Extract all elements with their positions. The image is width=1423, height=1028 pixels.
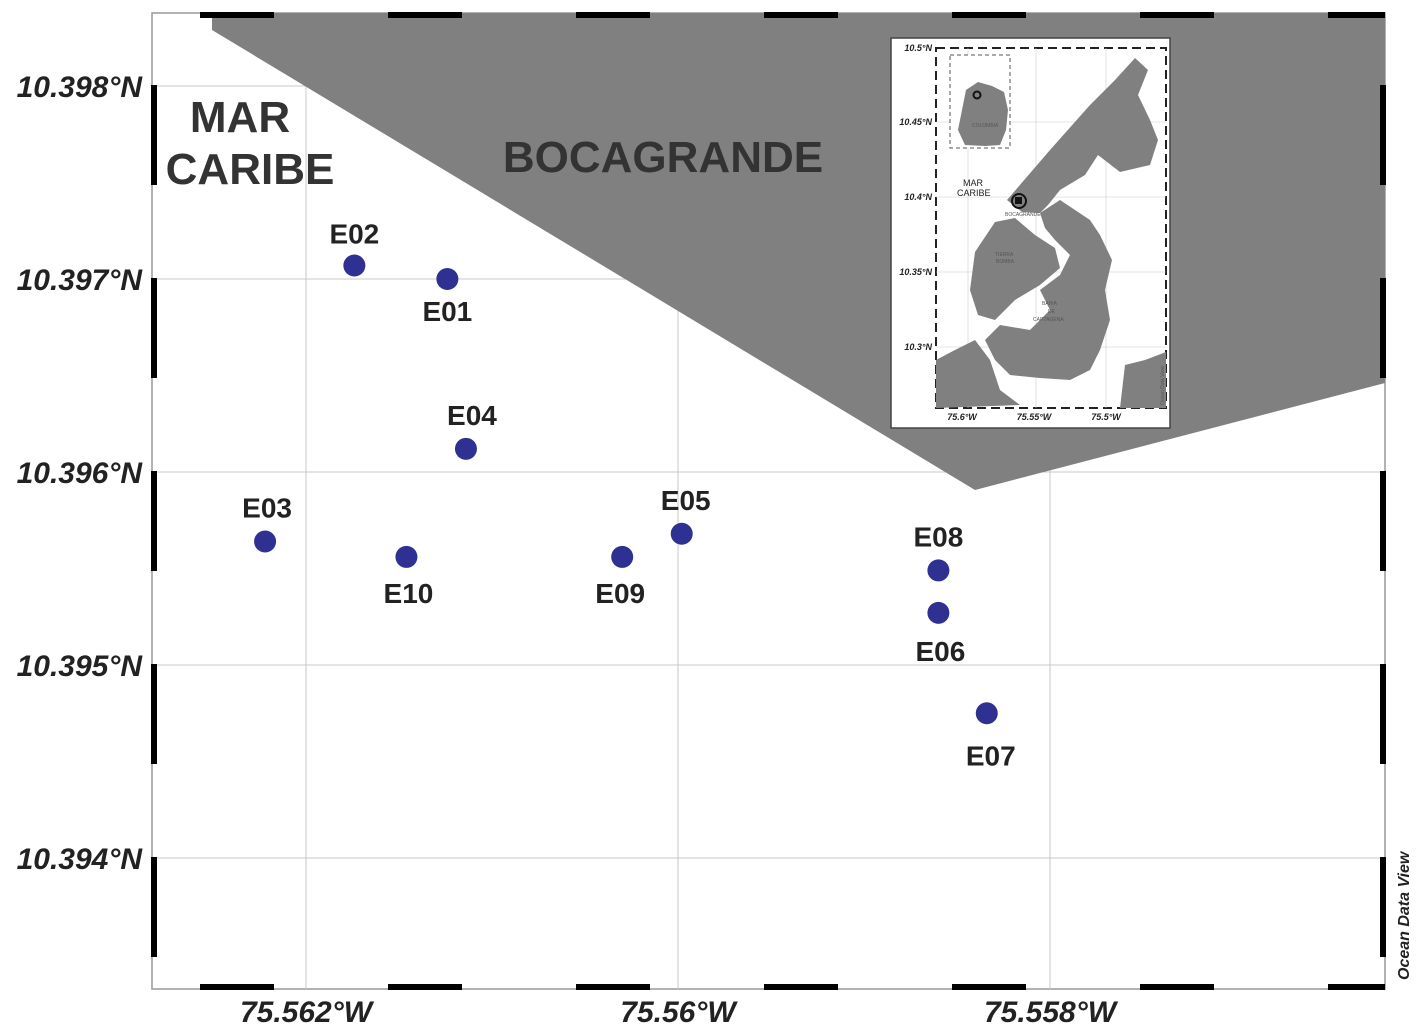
inset-tierra-label-1: TIERRA	[995, 252, 1014, 258]
station-label-e07: E07	[966, 740, 1016, 771]
inset-lat-tick-4: 10.3°N	[904, 342, 932, 352]
longitude-tick-label: 75.562°W	[240, 996, 375, 1028]
stations: E01 E02 E03 E04 E05 E06 E07 E08 E09 E10	[242, 218, 1016, 771]
inset-lat-tick-1: 10.45°N	[899, 117, 932, 127]
longitude-tick-label: 75.558°W	[984, 996, 1119, 1028]
bocagrande-label: BOCAGRANDE	[503, 133, 823, 182]
station-marker-e05	[670, 522, 693, 545]
inset-bocagrande-label: BOCAGRANDE	[1005, 212, 1041, 218]
sea-label-line2: CARIBE	[166, 145, 335, 194]
station-marker-e10	[395, 545, 418, 568]
inset-lat-tick-3: 10.35°N	[899, 267, 932, 277]
inset-lat-tick-0: 10.5°N	[904, 43, 932, 53]
ocean-data-view-credit: Ocean Data View	[1396, 850, 1413, 980]
colombia-location-marker	[972, 90, 982, 100]
bocagrande-location-marker	[1011, 193, 1027, 209]
inset-sea-label-1: MAR	[963, 178, 984, 188]
latitude-tick-label: 10.398°N	[17, 71, 144, 104]
station-marker-e04	[454, 437, 477, 460]
station-label-e04: E04	[447, 400, 497, 431]
station-marker-e03	[254, 530, 277, 553]
latitude-tick-label: 10.397°N	[17, 264, 144, 297]
station-label-e09: E09	[595, 578, 645, 609]
longitude-labels: 75.562°W 75.56°W 75.558°W	[240, 996, 1119, 1028]
longitude-tick-label: 75.56°W	[620, 996, 738, 1028]
station-label-e06: E06	[915, 636, 965, 667]
colombia-shape	[958, 82, 1008, 146]
station-label-e10: E10	[384, 578, 434, 609]
inset-lon-tick-1: 75.55°W	[1017, 412, 1053, 422]
inset-colombia-label: COLOMBIA	[972, 123, 999, 129]
latitude-labels: 10.398°N 10.397°N 10.396°N 10.395°N 10.394°N	[17, 71, 144, 876]
station-marker-e09	[611, 545, 634, 568]
station-label-e08: E08	[913, 521, 963, 552]
inset-bahia-label-1: BAHIA	[1042, 301, 1058, 307]
station-label-e01: E01	[422, 296, 472, 327]
latitude-tick-label: 10.395°N	[17, 650, 144, 683]
station-marker-e08	[927, 559, 950, 582]
station-marker-e06	[927, 601, 950, 624]
station-label-e05: E05	[661, 485, 711, 516]
bocagrande-location-square	[1015, 197, 1022, 204]
inset-map: COLOMBIA MAR CARIBE BOCAGRANDE TIERRA BO…	[890, 37, 1171, 429]
sea-label-line1: MAR	[190, 93, 290, 142]
inset-land	[936, 58, 1166, 408]
inset-lat-tick-2: 10.4°N	[904, 192, 932, 202]
station-marker-e02	[343, 254, 366, 277]
inset-sea-label-2: CARIBE	[957, 188, 991, 198]
station-label-e02: E02	[329, 218, 379, 249]
station-marker-e01	[436, 268, 459, 290]
inset-bahia-label-2: DE	[1048, 309, 1056, 315]
inset-lon-tick-0: 75.6°W	[947, 412, 978, 422]
station-label-e03: E03	[242, 492, 292, 523]
latitude-tick-label: 10.394°N	[17, 843, 144, 876]
station-marker-e07	[975, 702, 998, 725]
inset-lon-tick-2: 75.5°W	[1091, 412, 1122, 422]
map-border-dashes	[151, 12, 1386, 990]
inset-bahia-label-3: CARTAGENA	[1033, 317, 1064, 323]
inset-tierra-label-2: BOMBA	[996, 259, 1015, 265]
latitude-tick-label: 10.396°N	[17, 457, 144, 490]
inset-credit: Ocean Data View	[1160, 366, 1166, 405]
